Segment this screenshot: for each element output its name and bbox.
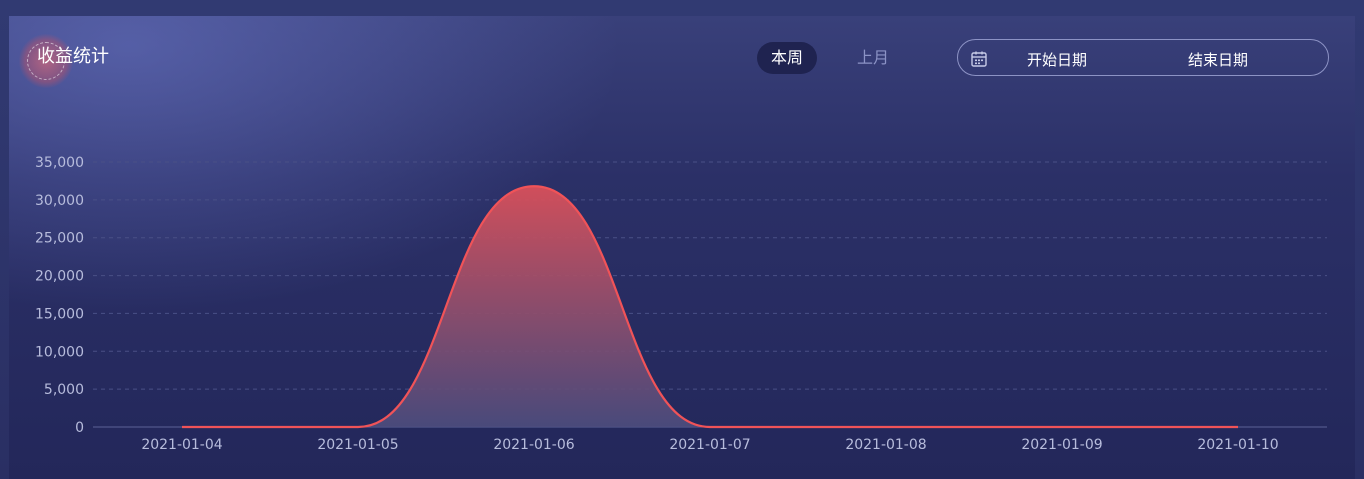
y-tick-label: 5,000 (44, 382, 84, 398)
x-tick-label: 2021-01-06 (493, 437, 574, 453)
y-tick-label: 25,000 (35, 231, 84, 247)
y-tick-label: 15,000 (35, 306, 84, 322)
end-date-field[interactable]: 结束日期 (1188, 51, 1249, 69)
x-axis-labels: 2021-01-04 2021-01-05 2021-01-06 2021-01-07… (141, 437, 1278, 453)
tab-this-week[interactable]: 本周 (757, 42, 818, 74)
x-tick-label: 2021-01-09 (1021, 437, 1102, 453)
x-tick-label: 2021-01-10 (1197, 437, 1278, 453)
x-tick-label: 2021-01-05 (317, 437, 398, 453)
y-axis-labels: 0 5,000 10,000 15,000 20,000 25,000 30,000 35,0… (35, 155, 84, 436)
y-tick-label: 10,000 (35, 344, 84, 360)
tab-last-month[interactable]: 上月 (857, 48, 890, 67)
y-tick-label: 35,000 (35, 155, 84, 171)
revenue-panel: 收益统计 本周 上月 开始日期 结束日期 (9, 16, 1355, 479)
date-range-picker[interactable]: 开始日期 结束日期 (957, 39, 1329, 76)
series-area (182, 186, 1238, 427)
x-tick-label: 2021-01-07 (669, 437, 750, 453)
x-tick-label: 2021-01-04 (141, 437, 222, 453)
start-date-field[interactable]: 开始日期 (1027, 51, 1088, 69)
y-tick-label: 30,000 (35, 193, 84, 209)
calendar-icon (971, 51, 987, 67)
title-badge-ring (27, 42, 65, 80)
x-tick-label: 2021-01-08 (845, 437, 926, 453)
y-tick-label: 0 (75, 420, 84, 436)
series-line (182, 185, 1238, 429)
panel-title: 收益统计 (37, 46, 109, 67)
grid-lines (93, 161, 1327, 428)
y-tick-label: 20,000 (35, 269, 84, 285)
